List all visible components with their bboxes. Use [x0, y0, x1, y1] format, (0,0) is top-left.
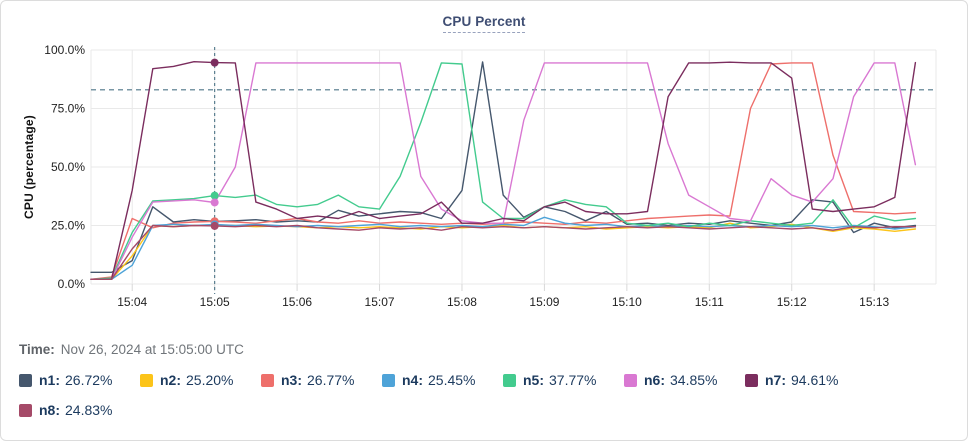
legend-item-n5[interactable]: n5: 37.77% [503, 365, 624, 395]
tooltip-time-row: Time: Nov 26, 2024 at 15:05:00 UTC [19, 342, 244, 357]
x-tick-label: 15:10 [612, 295, 642, 309]
legend-value: 26.77% [307, 372, 355, 388]
legend-item-n6[interactable]: n6: 34.85% [624, 365, 745, 395]
chart-canvas[interactable]: 0.0% 25.0% 50.0% 75.0% 100.0% 15:04 15:05 15:06… [1, 1, 968, 319]
y-axis-label: CPU (percentage) [22, 115, 36, 219]
legend-value: 25.45% [428, 372, 476, 388]
y-tick-label: 0.0% [58, 277, 86, 291]
legend-swatch-n7 [745, 373, 758, 387]
legend-swatch-n1 [19, 373, 32, 387]
legend-name: n6: [644, 372, 665, 388]
crosshair-dot-n7 [210, 58, 219, 67]
y-tick-label: 100.0% [44, 43, 85, 57]
legend-item-n2[interactable]: n2: 25.20% [140, 365, 261, 395]
legend-value: 25.20% [186, 372, 234, 388]
crosshair-dot-n6 [210, 198, 219, 207]
series-line-n8[interactable] [90, 224, 917, 280]
x-tick-label: 15:11 [695, 295, 724, 309]
legend-item-n3[interactable]: n3: 26.77% [261, 365, 382, 395]
crosshair-dot-n5 [210, 191, 219, 200]
x-tick-label: 15:06 [282, 295, 312, 309]
legend-value: 34.85% [670, 372, 718, 388]
time-label: Time: [19, 342, 55, 357]
y-tick-label: 50.0% [51, 160, 85, 174]
chart-header: CPU Percent [1, 13, 967, 33]
legend-value: 37.77% [549, 372, 597, 388]
x-tick-label: 15:05 [200, 295, 230, 309]
x-tick-label: 15:04 [117, 295, 147, 309]
legend-value: 26.72% [65, 372, 113, 388]
legend-name: n4: [402, 372, 423, 388]
legend-value: 24.83% [65, 402, 113, 418]
legend-swatch-n5 [503, 373, 516, 387]
legend-item-n8[interactable]: n8: 24.83% [19, 395, 140, 425]
legend-name: n2: [160, 372, 181, 388]
y-tick-label: 25.0% [51, 219, 85, 233]
series-line-n6[interactable] [90, 62, 917, 280]
x-tick-label: 15:09 [529, 295, 559, 309]
legend-swatch-n6 [624, 373, 637, 387]
legend-swatch-n8 [19, 403, 32, 417]
chart-title[interactable]: CPU Percent [442, 14, 526, 33]
legend-value: 94.61% [791, 372, 839, 388]
series-line-n7[interactable] [90, 61, 917, 280]
legend-swatch-n4 [382, 373, 395, 387]
x-tick-label: 15:13 [859, 295, 889, 309]
legend-name: n7: [765, 372, 786, 388]
x-tick-label: 15:12 [777, 295, 807, 309]
legend-item-n1[interactable]: n1: 26.72% [19, 365, 140, 395]
legend-name: n8: [39, 402, 60, 418]
x-tick-label: 15:08 [447, 295, 477, 309]
legend-item-n7[interactable]: n7: 94.61% [745, 365, 866, 395]
legend-name: n3: [281, 372, 302, 388]
legend: n1: 26.72% n2: 25.20% n3: 26.77% n4: 25.… [19, 365, 919, 425]
y-tick-label: 75.0% [51, 102, 85, 116]
legend-swatch-n3 [261, 373, 274, 387]
legend-swatch-n2 [140, 373, 153, 387]
legend-name: n5: [523, 372, 544, 388]
series-line-n4[interactable] [90, 216, 917, 280]
x-tick-label: 15:07 [365, 295, 395, 309]
time-value: Nov 26, 2024 at 15:05:00 UTC [60, 342, 244, 357]
legend-item-n4[interactable]: n4: 25.45% [382, 365, 503, 395]
cpu-chart-area[interactable]: 0.0% 25.0% 50.0% 75.0% 100.0% 15:04 15:05 15:06… [1, 1, 968, 319]
crosshair-dot-n8 [210, 221, 219, 230]
legend-name: n1: [39, 372, 60, 388]
